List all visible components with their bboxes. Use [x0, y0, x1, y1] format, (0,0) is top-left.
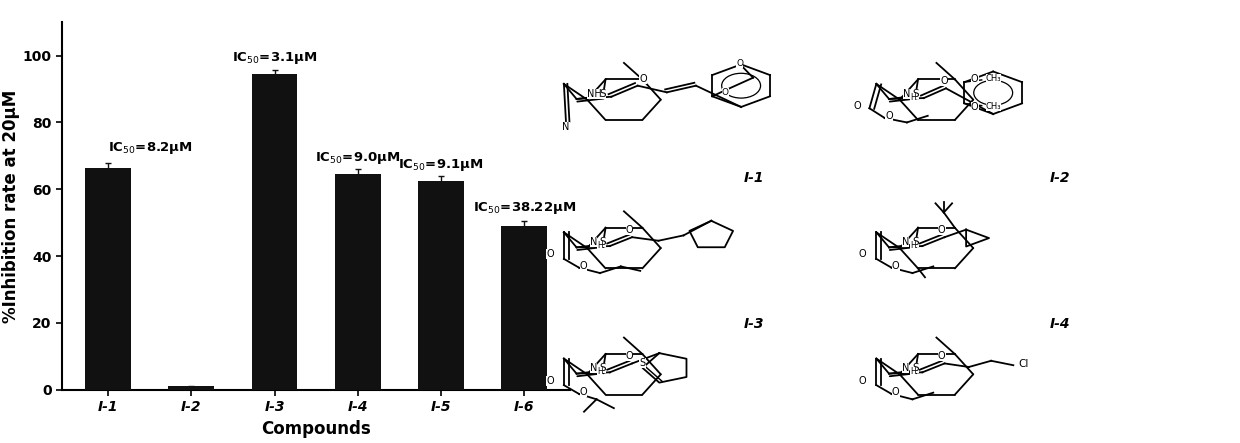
- Bar: [252, 74, 298, 390]
- Text: Cl: Cl: [1018, 359, 1029, 369]
- Text: N: N: [901, 363, 909, 373]
- Text: N: N: [901, 237, 909, 247]
- Text: O: O: [892, 260, 899, 271]
- Text: N: N: [903, 89, 910, 99]
- Bar: [418, 181, 464, 390]
- Text: O: O: [937, 351, 946, 361]
- X-axis label: Compounds: Compounds: [262, 420, 371, 438]
- Text: O: O: [640, 74, 647, 85]
- Bar: [86, 167, 131, 390]
- Text: S: S: [640, 358, 646, 369]
- Text: O: O: [853, 101, 861, 111]
- Text: N: N: [589, 237, 596, 247]
- Text: I-2: I-2: [1049, 171, 1070, 185]
- Text: N: N: [562, 122, 569, 132]
- Text: H: H: [910, 93, 916, 102]
- Text: IC$_{50}$=9.0μM: IC$_{50}$=9.0μM: [315, 150, 401, 166]
- Text: IC$_{50}$=8.2μM: IC$_{50}$=8.2μM: [108, 140, 192, 156]
- Text: H: H: [910, 241, 915, 250]
- Text: O: O: [940, 76, 947, 86]
- Text: I-3: I-3: [744, 317, 764, 331]
- Text: O: O: [579, 260, 587, 271]
- Text: H: H: [910, 367, 915, 377]
- Text: CH₃: CH₃: [986, 102, 1001, 112]
- Bar: [335, 174, 381, 390]
- Text: S: S: [600, 89, 606, 99]
- Text: I-1: I-1: [744, 171, 764, 185]
- Text: H: H: [598, 241, 603, 250]
- Text: O: O: [971, 74, 978, 84]
- Text: O: O: [546, 376, 554, 386]
- Text: O: O: [625, 225, 634, 235]
- Y-axis label: %Inhibition rate at 20μM: %Inhibition rate at 20μM: [1, 89, 20, 323]
- Text: S: S: [600, 237, 606, 247]
- Text: NH: NH: [587, 89, 601, 99]
- Text: I-4: I-4: [1049, 317, 1070, 331]
- Text: S: S: [913, 89, 919, 99]
- Bar: [501, 226, 547, 390]
- Text: O: O: [722, 88, 729, 97]
- Text: O: O: [858, 376, 867, 386]
- Text: O: O: [625, 351, 634, 361]
- Text: IC$_{50}$=9.1μM: IC$_{50}$=9.1μM: [398, 156, 484, 173]
- Text: S: S: [600, 363, 606, 373]
- Bar: [169, 386, 215, 390]
- Text: O: O: [858, 249, 867, 260]
- Text: O: O: [971, 102, 978, 112]
- Text: CH₃: CH₃: [986, 74, 1001, 83]
- Text: O: O: [737, 59, 744, 68]
- Text: O: O: [885, 111, 893, 121]
- Text: O: O: [546, 249, 554, 260]
- Text: O: O: [937, 225, 946, 235]
- Text: IC$_{50}$=38.22μM: IC$_{50}$=38.22μM: [472, 200, 575, 216]
- Text: O: O: [892, 387, 899, 397]
- Text: S: S: [913, 363, 919, 373]
- Text: O: O: [579, 387, 587, 397]
- Text: S: S: [913, 237, 919, 247]
- Text: IC$_{50}$=3.1μM: IC$_{50}$=3.1μM: [232, 50, 317, 66]
- Text: N: N: [589, 363, 596, 373]
- Text: H: H: [598, 367, 603, 377]
